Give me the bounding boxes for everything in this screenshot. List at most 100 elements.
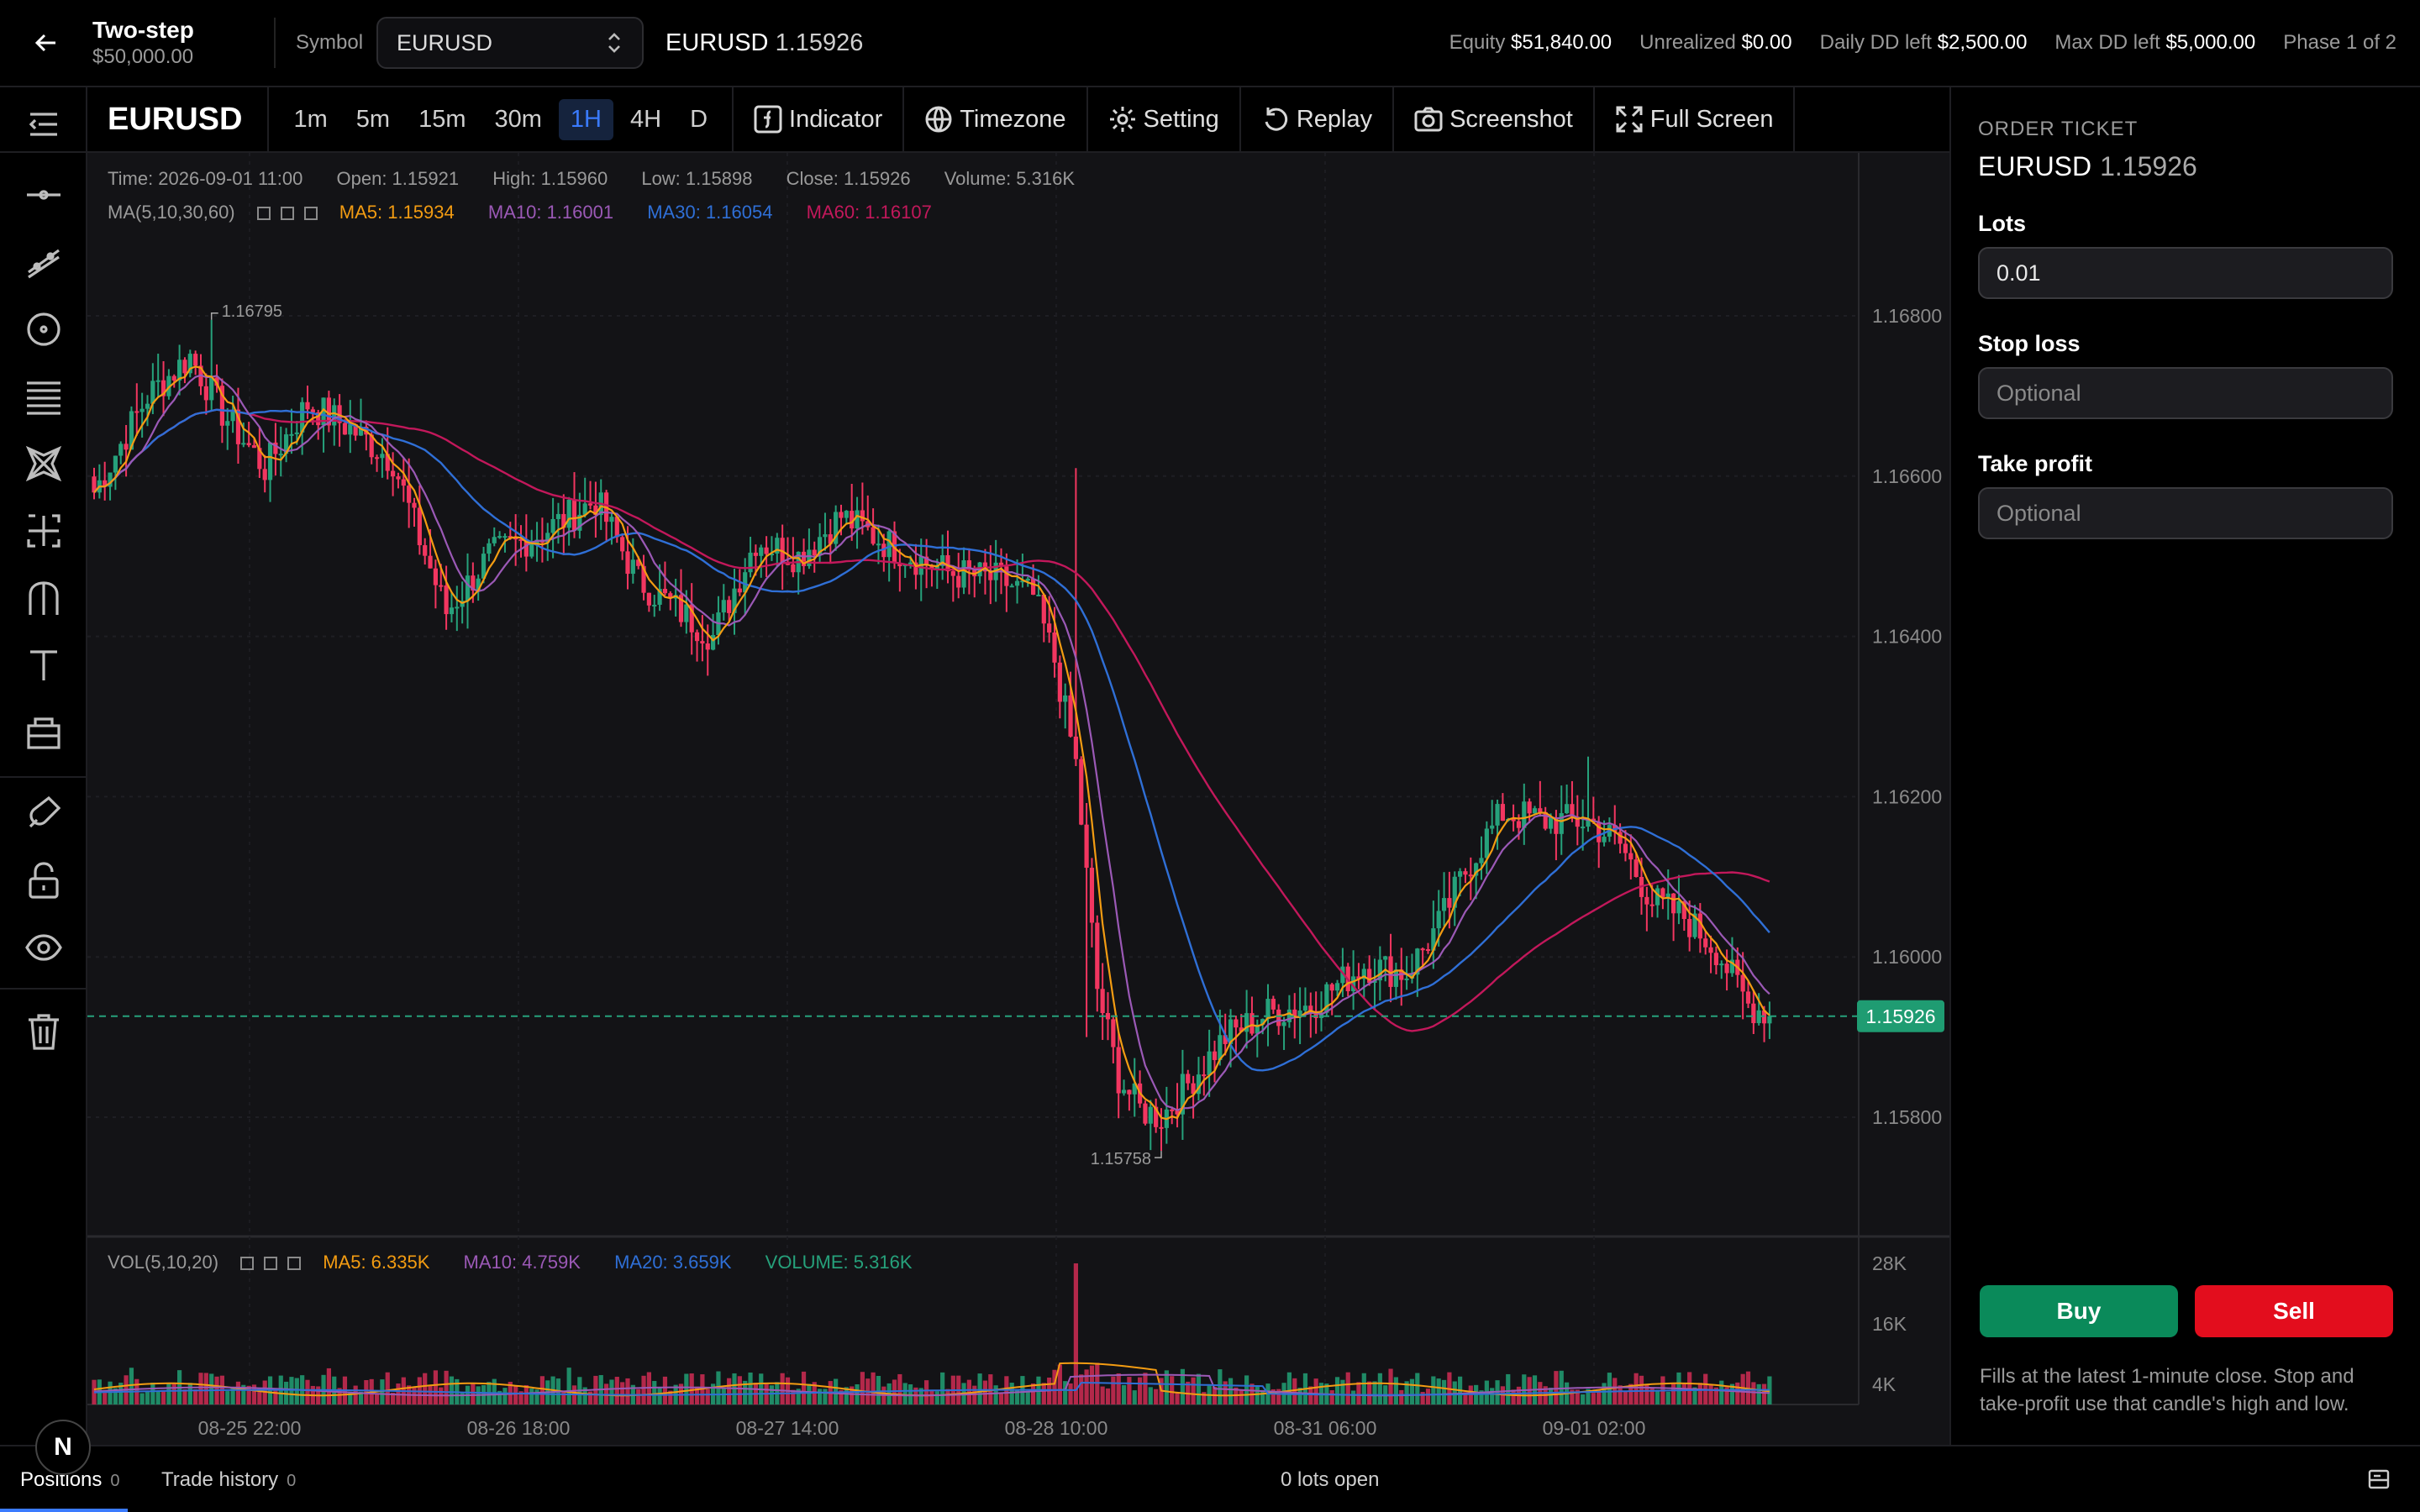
app-badge[interactable]: N — [35, 1420, 91, 1475]
unlock-icon — [29, 862, 59, 899]
candle-body — [476, 578, 481, 591]
stop-loss-input[interactable]: Optional — [1978, 367, 2393, 419]
tool-visibility[interactable] — [18, 922, 69, 973]
vol-toggle-box[interactable] — [240, 1257, 255, 1271]
volume-bar — [652, 1381, 657, 1404]
volume-bar — [620, 1382, 625, 1404]
symbol-select[interactable]: EURUSD — [376, 17, 644, 69]
tool-text[interactable] — [18, 640, 69, 690]
candle-body — [1425, 948, 1431, 951]
timeframe-d[interactable]: D — [690, 105, 708, 133]
tool-circle[interactable] — [18, 304, 69, 354]
ma-toggle-box[interactable] — [303, 207, 318, 221]
candle-body — [342, 423, 348, 435]
timeframe-5m[interactable]: 5m — [355, 105, 391, 133]
candle-body — [513, 538, 518, 540]
candle-body — [1068, 695, 1073, 737]
candle-body — [1255, 1024, 1260, 1034]
setting-button[interactable]: Setting — [1088, 87, 1241, 152]
take-profit-input[interactable]: Optional — [1978, 487, 2393, 539]
timeframe-1h[interactable]: 1H — [558, 98, 613, 140]
volume-bar — [694, 1386, 700, 1404]
volume-bar — [1719, 1380, 1724, 1404]
candle-body — [1740, 974, 1745, 992]
candle-body — [550, 518, 555, 533]
indicator-button[interactable]: Indicator — [734, 87, 905, 152]
ma-toggle-box[interactable] — [256, 207, 271, 221]
candle-body — [1313, 1011, 1318, 1018]
candle-body — [1111, 1019, 1116, 1047]
candle-body — [407, 486, 412, 503]
tool-magnet[interactable] — [18, 788, 69, 838]
candle-body — [396, 476, 401, 480]
volume-bar — [1724, 1387, 1729, 1404]
order-symbol-name: EURUSD — [1978, 151, 2092, 181]
replay-button[interactable]: Replay — [1241, 87, 1395, 152]
timeframe-30m[interactable]: 30m — [494, 105, 542, 133]
candle-body — [646, 592, 651, 606]
candle-body — [193, 354, 198, 366]
tool-fib-lines[interactable] — [18, 371, 69, 422]
legend-volume: Volume: 5.316K — [944, 168, 1076, 189]
buy-button[interactable]: Buy — [1980, 1285, 2178, 1337]
collapse-toolbar-button[interactable] — [18, 99, 69, 150]
volume-bar — [1681, 1383, 1686, 1404]
candle-body — [1073, 736, 1078, 759]
vol-toggle-box[interactable] — [287, 1257, 302, 1271]
volume-bar — [374, 1394, 380, 1404]
candle-body — [1334, 983, 1340, 991]
panel-toggle-button[interactable] — [2366, 1467, 2391, 1496]
candle-body — [348, 424, 353, 435]
candle-body — [1692, 913, 1697, 937]
chart-canvas[interactable]: 1.16800 1.16600 1.16400 1.16200 1.16000 1.158… — [87, 153, 1949, 1445]
candle-body — [1004, 566, 1009, 586]
tool-lock[interactable] — [18, 855, 69, 906]
volume-tick-label: 16K — [1872, 1313, 1907, 1335]
volume-bar — [251, 1384, 257, 1404]
volume-bar — [1399, 1389, 1404, 1404]
lots-input[interactable]: 0.01 — [1978, 247, 2393, 299]
candle-body — [529, 543, 534, 557]
tool-horizontal-line[interactable] — [18, 170, 69, 220]
candle-body — [337, 405, 342, 423]
ma10-line — [93, 374, 1770, 1111]
candle-body — [1302, 1005, 1308, 1011]
timeframe-4h[interactable]: 4H — [629, 105, 662, 133]
back-button[interactable] — [0, 0, 92, 87]
tool-trend-line[interactable] — [18, 237, 69, 287]
ma-toggle-box[interactable] — [280, 207, 294, 221]
fullscreen-button[interactable]: Full Screen — [1595, 87, 1796, 152]
price-axis — [1859, 153, 1949, 1445]
account-name: Two-step — [92, 17, 194, 43]
timeframe-1m[interactable]: 1m — [293, 105, 328, 133]
vol-toggle-box[interactable] — [264, 1257, 278, 1271]
tool-pattern[interactable] — [18, 438, 69, 489]
candle-body — [748, 552, 753, 573]
tool-delete[interactable] — [18, 1006, 69, 1057]
vol-ma20-value: MA20: 3.659K — [614, 1252, 732, 1273]
candle-body — [1628, 853, 1634, 860]
volume-bar — [684, 1373, 689, 1404]
candle-body — [1532, 808, 1538, 814]
volume-bar — [497, 1390, 502, 1404]
candle-body — [1186, 1074, 1191, 1084]
tool-measure[interactable] — [18, 506, 69, 556]
magnet-icon — [29, 795, 61, 828]
volume-bar — [844, 1387, 849, 1404]
candle-body — [934, 565, 939, 570]
sell-button[interactable]: Sell — [2195, 1285, 2393, 1337]
price-chart[interactable]: 1.16800 1.16600 1.16400 1.16200 1.16000 1.158… — [87, 153, 1949, 1445]
volume-bar — [103, 1390, 108, 1404]
volume-bar — [203, 1373, 208, 1404]
volume-bar — [1506, 1373, 1511, 1404]
tool-ruler[interactable] — [18, 707, 69, 758]
tool-pitchfork[interactable] — [18, 573, 69, 623]
candle-body — [1581, 827, 1586, 829]
volume-bar — [1708, 1384, 1713, 1404]
tab-trade-history[interactable]: Trade history 0 — [161, 1468, 296, 1492]
vol-ma20-line — [93, 1382, 1770, 1396]
screenshot-button[interactable]: Screenshot — [1394, 87, 1595, 152]
timeframe-15m[interactable]: 15m — [418, 105, 466, 133]
timezone-button[interactable]: Timezone — [904, 87, 1088, 152]
